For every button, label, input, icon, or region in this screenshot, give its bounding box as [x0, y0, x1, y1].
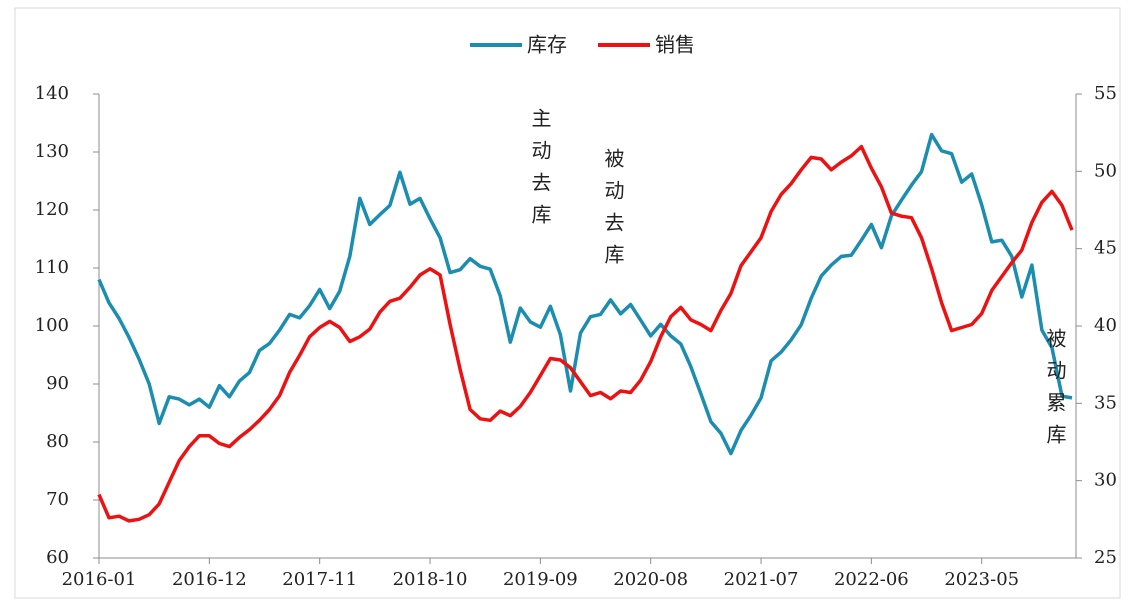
line-series	[97, 132, 1073, 456]
y-tick-label: 90	[46, 373, 69, 394]
y-tick-label: 130	[35, 141, 69, 162]
y2-tick-label: 35	[1094, 392, 1117, 413]
x-tick-label: 2020-08	[613, 569, 688, 590]
legend-label: 销售	[655, 33, 695, 57]
annotation: 被动去库	[601, 148, 625, 276]
x-tick-label: 2016-12	[172, 569, 247, 590]
x-tick-label: 2017-11	[282, 569, 357, 590]
legend-label: 库存	[527, 33, 567, 57]
y2-tick-label: 30	[1094, 470, 1117, 491]
y2-tick-label: 40	[1094, 315, 1117, 336]
line-series	[97, 144, 1074, 523]
y2-tick-label: 45	[1094, 238, 1117, 259]
x-tick-label: 2018-10	[393, 569, 468, 590]
y-tick-label: 120	[35, 199, 69, 220]
x-tick-label: 2021-07	[724, 569, 799, 590]
y2-tick-label: 25	[1094, 547, 1117, 568]
y2-tick-label: 55	[1094, 83, 1117, 104]
annotation: 主动去库	[528, 108, 552, 236]
y-tick-label: 70	[46, 489, 69, 510]
x-tick-label: 2022-06	[834, 569, 909, 590]
x-tick-label: 2016-01	[62, 569, 137, 590]
y2-tick-label: 50	[1094, 160, 1117, 181]
y-tick-label: 80	[46, 431, 69, 452]
annotation: 被动累库	[1043, 328, 1067, 456]
y-tick-label: 110	[35, 257, 69, 278]
x-tick-label: 2023-05	[944, 569, 1019, 590]
y-tick-label: 140	[35, 83, 69, 104]
chart-frame	[14, 7, 1121, 599]
y-tick-label: 100	[35, 315, 69, 336]
y-tick-label: 60	[46, 547, 69, 568]
x-tick-label: 2019-09	[503, 569, 578, 590]
